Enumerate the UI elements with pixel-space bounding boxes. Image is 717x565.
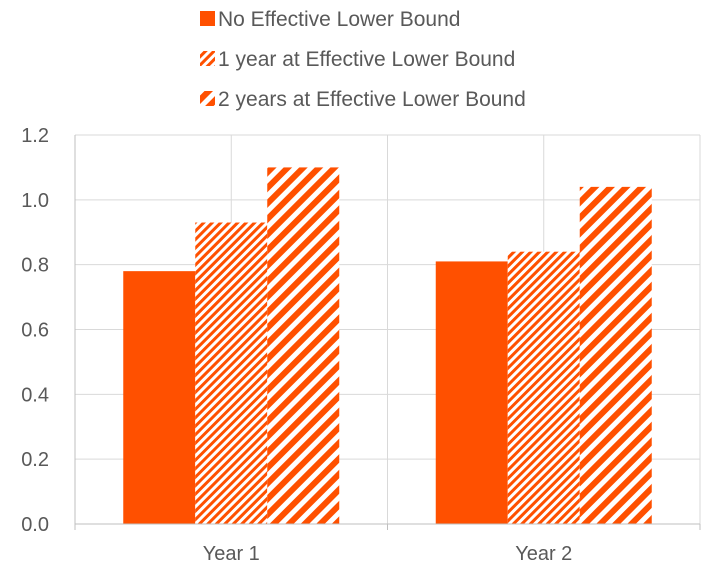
y-tick-label: 0.2 xyxy=(21,449,49,471)
x-category-label: Year 1 xyxy=(203,543,260,565)
bar-1-1 xyxy=(123,271,196,524)
y-tick-label: 0.0 xyxy=(21,514,49,536)
legend-swatch-3 xyxy=(200,91,215,106)
bars xyxy=(123,167,652,524)
bar-2-3 xyxy=(579,186,652,524)
y-tick-label: 1.0 xyxy=(21,190,49,212)
y-axis-ticks: 0.0 0.2 0.4 0.6 0.8 1.0 1.2 xyxy=(21,125,49,536)
y-tick-label: 1.2 xyxy=(21,125,49,147)
bar-1-2 xyxy=(195,222,268,524)
bar-2-1 xyxy=(435,261,508,524)
legend-label-1: No Effective Lower Bound xyxy=(218,8,460,31)
legend-label-2: 1 year at Effective Lower Bound xyxy=(218,48,515,71)
axes xyxy=(74,135,701,530)
legend-swatch-1 xyxy=(200,11,215,26)
legend: No Effective Lower Bound 1 year at Effect… xyxy=(200,8,526,111)
x-axis-labels: Year 1 Year 2 xyxy=(203,543,573,565)
legend-swatch-2 xyxy=(200,51,215,66)
legend-label-3: 2 years at Effective Lower Bound xyxy=(218,88,526,111)
bar-2-2 xyxy=(507,251,580,524)
y-tick-label: 0.8 xyxy=(21,255,49,277)
y-tick-label: 0.4 xyxy=(21,384,49,406)
bar-1-3 xyxy=(267,167,340,524)
x-category-label: Year 2 xyxy=(515,543,572,565)
y-tick-label: 0.6 xyxy=(21,320,49,342)
